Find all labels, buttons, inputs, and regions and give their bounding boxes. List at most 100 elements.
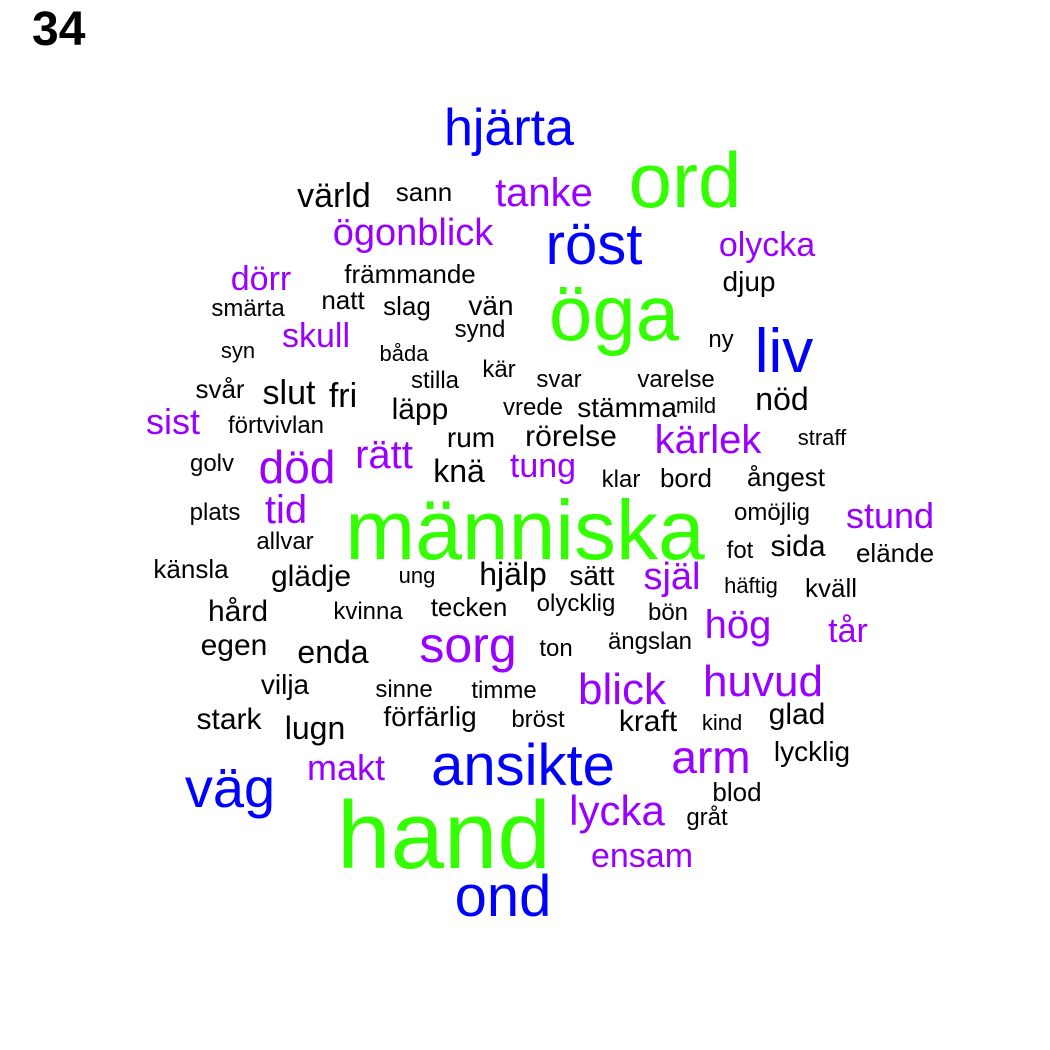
word-52: läpp: [391, 393, 449, 426]
word-39: slag: [383, 291, 431, 321]
word-99: blod: [712, 777, 762, 807]
word-34: sann: [395, 177, 453, 207]
word-66: plats: [189, 499, 241, 526]
word-38: natt: [321, 285, 365, 315]
word-56: nöd: [755, 381, 809, 417]
word-36: djup: [722, 266, 776, 297]
word-48: varelse: [637, 366, 715, 393]
word-22: stund: [845, 495, 935, 536]
word-42: ny: [708, 326, 734, 353]
word-79: hård: [207, 595, 269, 628]
word-32: ensam: [590, 837, 694, 875]
word-97: glad: [768, 698, 826, 731]
word-98: lycklig: [773, 736, 851, 767]
word-96: kind: [701, 710, 743, 735]
word-33: värld: [297, 177, 371, 215]
word-7: liv: [754, 317, 814, 386]
word-69: fot: [726, 537, 754, 564]
word-82: olycklig: [536, 590, 616, 617]
word-64: bord: [659, 463, 713, 493]
word-77: häftig: [724, 573, 778, 598]
word-89: sinne: [375, 676, 433, 703]
page-number: 34: [32, 3, 86, 56]
word-86: ton: [539, 635, 573, 662]
word-21: tid: [264, 488, 308, 532]
word-84: egen: [200, 629, 268, 662]
word-10: ond: [454, 864, 552, 929]
word-55: mild: [675, 393, 717, 418]
word-54: stämma: [577, 392, 677, 423]
word-45: kär: [482, 356, 516, 383]
word-57: förtvivlan: [227, 412, 325, 439]
word-12: ögonblick: [332, 212, 494, 254]
word-18: rätt: [355, 433, 413, 477]
word-67: omöjlig: [733, 499, 811, 526]
word-47: svar: [536, 366, 582, 393]
word-53: vrede: [502, 394, 564, 421]
word-9: väg: [184, 756, 276, 819]
word-60: straff: [797, 425, 847, 450]
word-20: tung: [509, 447, 577, 485]
word-80: kvinna: [333, 598, 403, 625]
word-11: tanke: [495, 171, 593, 215]
word-88: vilja: [260, 669, 310, 700]
word-35: främmande: [344, 259, 476, 289]
word-87: ängslan: [607, 628, 693, 655]
word-58: rum: [446, 422, 496, 453]
word-41: synd: [454, 316, 506, 343]
word-26: sorg: [419, 617, 517, 673]
word-1: hand: [337, 782, 551, 889]
word-27: blick: [577, 665, 667, 714]
word-75: hjälp: [479, 556, 547, 592]
word-29: arm: [671, 731, 751, 783]
word-62: knä: [433, 453, 485, 489]
word-44: båda: [379, 341, 429, 366]
word-17: död: [258, 441, 336, 493]
word-94: bröst: [511, 706, 565, 733]
word-92: lugn: [284, 710, 346, 746]
word-37: smärta: [211, 295, 285, 322]
word-73: glädje: [270, 560, 352, 593]
word-40: vän: [468, 290, 514, 321]
word-59: rörelse: [525, 420, 617, 453]
word-28: huvud: [703, 657, 823, 706]
word-71: elände: [855, 538, 935, 568]
word-74: ung: [398, 563, 436, 588]
word-49: svår: [195, 374, 245, 404]
word-50: slut: [262, 374, 316, 412]
word-25: tår: [828, 612, 868, 650]
word-15: skull: [281, 317, 351, 355]
word-85: enda: [297, 634, 369, 670]
word-51: fri: [328, 377, 358, 415]
word-95: kraft: [618, 705, 678, 738]
word-14: dörr: [230, 260, 292, 298]
word-19: kärlek: [654, 418, 762, 462]
word-46: stilla: [410, 367, 460, 394]
word-4: ord: [628, 136, 742, 224]
word-90: timme: [471, 677, 537, 704]
word-68: allvar: [256, 528, 314, 555]
word-65: ångest: [746, 462, 826, 492]
word-24: hög: [704, 603, 772, 647]
word-43: syn: [220, 338, 256, 363]
word-23: själ: [643, 556, 701, 598]
word-13: olycka: [718, 226, 816, 264]
word-76: sätt: [569, 560, 615, 591]
word-30: makt: [306, 747, 386, 788]
word-16: sist: [146, 401, 200, 442]
word-81: tecken: [430, 592, 508, 622]
word-31: lycka: [569, 787, 665, 834]
word-72: känsla: [153, 554, 229, 584]
word-3: öga: [548, 269, 680, 357]
word-8: ansikte: [431, 733, 615, 798]
word-91: stark: [196, 703, 262, 736]
word-93: förfärlig: [383, 701, 477, 732]
word-63: klar: [601, 466, 641, 493]
word-6: röst: [545, 212, 643, 277]
word-5: hjärta: [443, 99, 575, 157]
word-2: människa: [345, 483, 705, 577]
word-61: golv: [189, 450, 235, 477]
word-83: bön: [647, 599, 689, 626]
word-78: kväll: [804, 573, 858, 603]
